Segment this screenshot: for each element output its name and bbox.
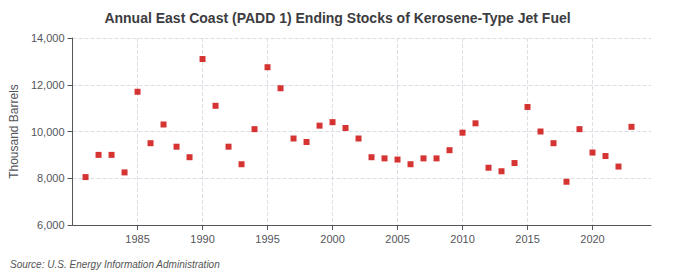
svg-text:Source: U.S. Energy Informatio: Source: U.S. Energy Information Administ… <box>10 259 220 270</box>
svg-text:1990: 1990 <box>190 233 214 245</box>
svg-text:2015: 2015 <box>515 233 539 245</box>
svg-text:Annual East Coast (PADD 1) End: Annual East Coast (PADD 1) Ending Stocks… <box>104 10 570 26</box>
svg-text:2020: 2020 <box>580 233 604 245</box>
svg-text:2010: 2010 <box>450 233 474 245</box>
svg-text:14,000: 14,000 <box>31 32 65 44</box>
svg-text:6,000: 6,000 <box>37 219 65 231</box>
svg-text:10,000: 10,000 <box>31 126 65 138</box>
svg-text:12,000: 12,000 <box>31 79 65 91</box>
svg-text:1995: 1995 <box>255 233 279 245</box>
svg-text:8,000: 8,000 <box>37 172 65 184</box>
svg-text:2005: 2005 <box>385 233 409 245</box>
svg-text:2000: 2000 <box>320 233 344 245</box>
svg-text:Thousand Barrels: Thousand Barrels <box>7 84 21 179</box>
svg-text:1985: 1985 <box>125 233 149 245</box>
